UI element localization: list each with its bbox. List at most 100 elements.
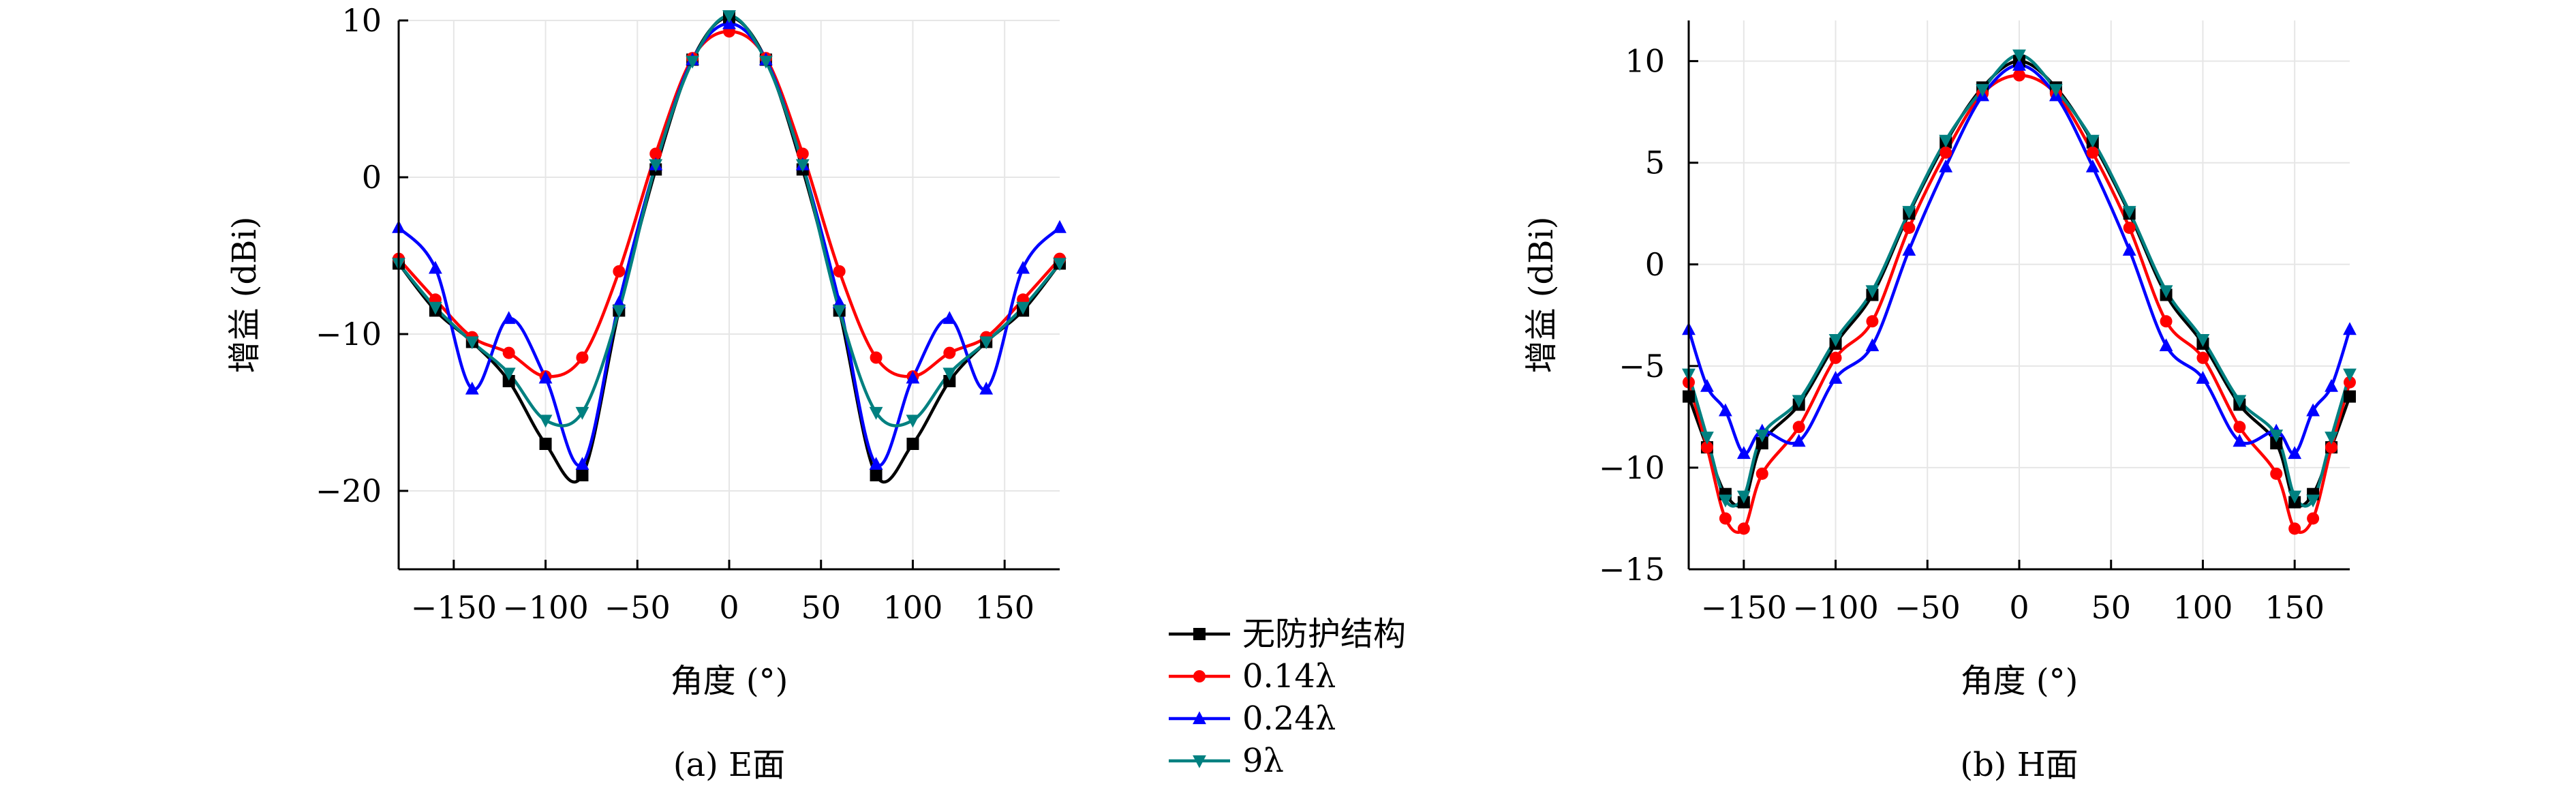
data-point <box>1792 395 1806 408</box>
data-point <box>1736 490 1751 504</box>
data-point <box>2344 390 2356 403</box>
data-point <box>1828 370 1843 384</box>
y-tick-label: 5 <box>1645 145 1665 181</box>
data-point <box>1755 467 1768 480</box>
data-point <box>1700 432 1714 445</box>
data-point <box>943 375 956 387</box>
data-point <box>2012 49 2026 63</box>
x-tick-label: 150 <box>975 589 1034 626</box>
data-point <box>1718 403 1732 417</box>
legend-entry: 0.24λ <box>1169 700 1336 738</box>
data-point <box>1053 220 1067 233</box>
data-point <box>2159 285 2173 299</box>
data-point <box>575 457 589 470</box>
data-point <box>2325 378 2338 392</box>
data-point <box>2233 434 2247 447</box>
data-point <box>538 415 553 428</box>
data-point <box>2233 421 2246 434</box>
x-tick-label: −100 <box>502 589 588 626</box>
x-tick-label: −50 <box>1895 589 1961 626</box>
data-point <box>538 370 553 384</box>
data-point <box>1016 260 1030 274</box>
data-point <box>2269 430 2284 443</box>
data-point <box>796 147 809 160</box>
data-point <box>613 265 626 277</box>
data-point <box>2122 206 2136 220</box>
data-point <box>833 265 846 277</box>
y-tick-label: 10 <box>1625 43 1665 80</box>
data-point <box>428 260 442 274</box>
data-point <box>649 147 662 160</box>
data-point <box>465 336 479 350</box>
data-point <box>2343 368 2357 382</box>
legend-marker <box>1193 711 1206 725</box>
legend: 无防护结构 0.14λ 0.24λ 9λ <box>1169 615 1406 780</box>
data-point <box>795 159 810 172</box>
x-tick-label: 0 <box>719 589 739 626</box>
data-point <box>2233 395 2247 408</box>
axes <box>397 19 1060 571</box>
data-point <box>942 311 957 325</box>
x-tick-label: −150 <box>1701 589 1787 626</box>
x-tick-labels: −150 −100 −50 0 50 100 150 <box>411 589 1034 626</box>
data-point <box>576 469 589 481</box>
data-point <box>2049 84 2063 97</box>
data-point <box>612 295 626 309</box>
data-point <box>2288 490 2302 504</box>
data-point <box>758 55 773 69</box>
legend-label: 0.24λ <box>1242 700 1336 738</box>
data-point <box>1700 441 1713 454</box>
data-point <box>722 10 736 23</box>
y-tick-label: −5 <box>1619 348 1665 385</box>
data-point <box>502 311 516 325</box>
data-point <box>539 438 552 450</box>
legend-entry: 0.14λ <box>1169 657 1336 695</box>
y-tick-label: −20 <box>316 472 382 509</box>
data-point <box>1865 338 1880 352</box>
panel-caption: (b) H面 <box>1960 746 2078 784</box>
x-tick-label: 150 <box>2265 589 2325 626</box>
data-point <box>1792 434 1806 447</box>
data-point <box>2159 338 2173 352</box>
x-tick-labels: −150 −100 −50 0 50 100 150 <box>1701 589 2325 626</box>
data-point <box>1866 315 1879 328</box>
data-point <box>1755 437 1768 450</box>
data-point <box>2270 467 2283 480</box>
x-tick-label: 50 <box>2091 589 2131 626</box>
data-point <box>502 346 515 359</box>
y-tick-label: −10 <box>316 316 382 352</box>
y-axis-label: 增益 (dBi) <box>226 216 264 373</box>
panel-caption: (a) E面 <box>673 746 785 784</box>
y-axis-label: 增益 (dBi) <box>1522 216 1561 373</box>
data-point <box>906 370 920 384</box>
data-point <box>1865 285 1880 299</box>
data-point <box>1755 430 1769 443</box>
data-point <box>832 305 846 318</box>
data-point <box>428 301 442 315</box>
data-point <box>1939 159 1953 172</box>
x-tick-label: −150 <box>411 589 497 626</box>
data-point <box>2307 512 2320 525</box>
data-point <box>2196 351 2209 364</box>
data-point <box>1737 522 1750 535</box>
data-point <box>2270 437 2283 450</box>
data-point <box>906 415 920 428</box>
data-point <box>612 305 626 318</box>
data-point <box>942 367 957 381</box>
data-point <box>465 381 479 395</box>
data-point <box>1902 243 1916 256</box>
data-point <box>2013 69 2025 82</box>
data-point <box>1719 512 1732 525</box>
grid <box>399 20 1060 569</box>
y-tick-label: −10 <box>1599 449 1665 486</box>
data-point <box>502 375 515 387</box>
data-point <box>2325 432 2338 445</box>
data-point <box>502 367 516 381</box>
data-point <box>575 406 589 420</box>
series-markers <box>1682 49 2357 535</box>
data-point <box>943 346 956 359</box>
data-point <box>2196 333 2210 347</box>
data-point <box>686 55 700 69</box>
